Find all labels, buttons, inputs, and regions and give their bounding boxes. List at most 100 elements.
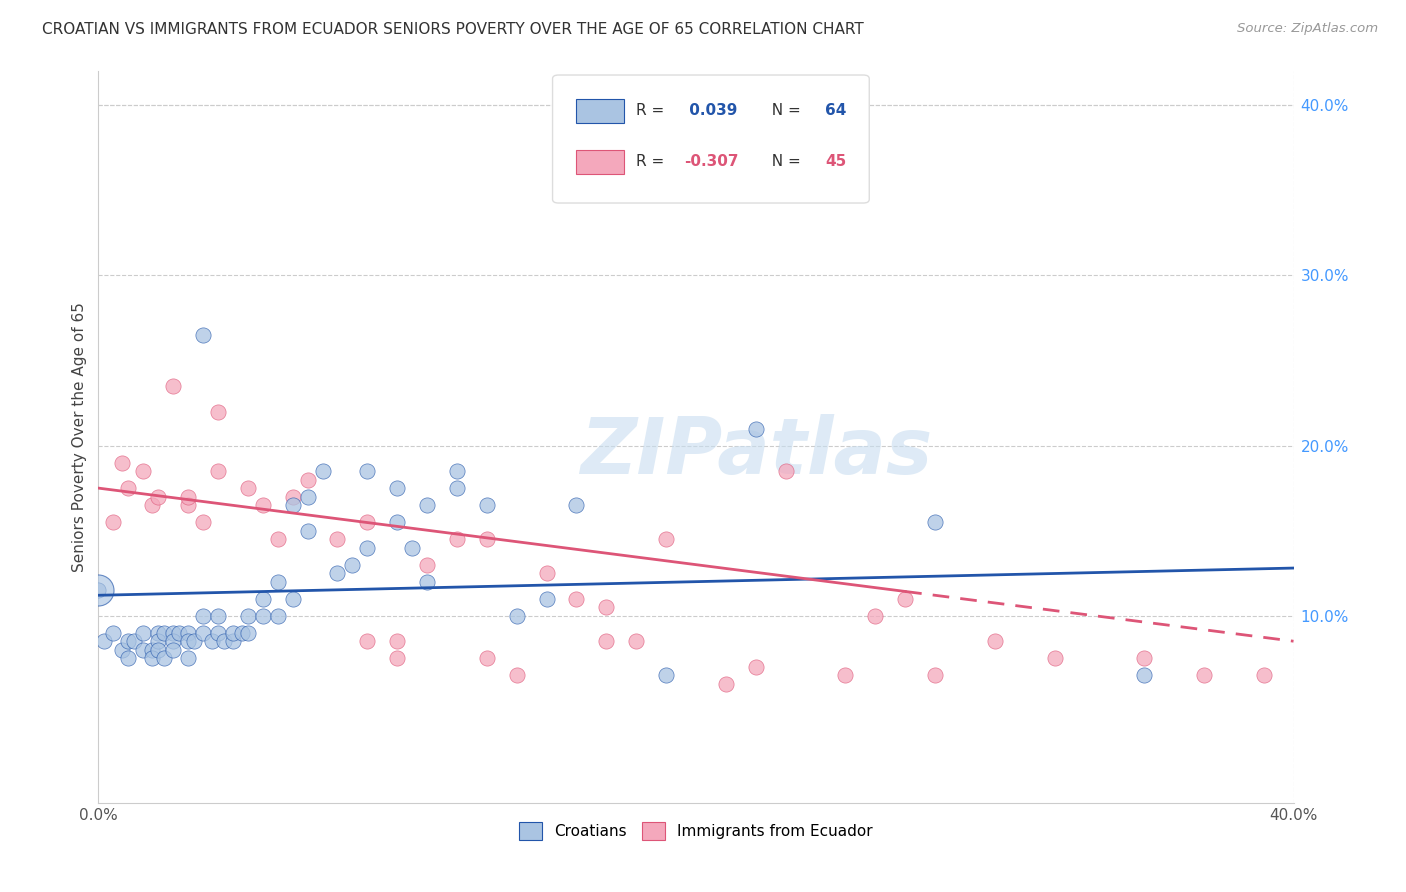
Point (416, 558, 439, 572)
Point (595, 600, 617, 615)
Point (87, 583, 110, 598)
Legend: Croatians, Immigrants from Ecuador: Croatians, Immigrants from Ecuador (513, 815, 879, 847)
Point (207, 625, 229, 640)
Point (132, 642, 155, 657)
Point (267, 608, 290, 623)
Point (297, 473, 319, 487)
Point (103, 625, 125, 640)
Point (506, 668, 529, 682)
Point (236, 481, 259, 495)
Point (281, 490, 304, 504)
Point (167, 625, 190, 640)
Point (356, 541, 378, 555)
Point (385, 515, 409, 529)
Point (834, 668, 856, 682)
Point (565, 498, 588, 512)
Point (281, 591, 304, 606)
Point (745, 659, 768, 673)
Point (326, 532, 349, 546)
Point (162, 634, 184, 648)
Point (252, 498, 274, 512)
Point (326, 566, 349, 581)
Point (177, 625, 200, 640)
Point (162, 379, 184, 393)
Point (385, 634, 409, 648)
Point (117, 481, 139, 495)
Point (111, 642, 134, 657)
Point (231, 625, 253, 640)
Point (416, 574, 439, 589)
Point (148, 634, 170, 648)
Point (252, 608, 274, 623)
Point (1133, 668, 1156, 682)
Point (103, 515, 125, 529)
Point (177, 651, 200, 665)
Point (153, 651, 176, 665)
FancyBboxPatch shape (576, 99, 624, 122)
Point (536, 566, 558, 581)
Point (416, 498, 439, 512)
Point (93, 634, 115, 648)
Point (401, 541, 423, 555)
Point (207, 464, 229, 478)
Point (191, 515, 214, 529)
Text: N =: N = (762, 103, 806, 118)
Point (177, 498, 200, 512)
Point (745, 421, 768, 435)
Point (148, 642, 170, 657)
Point (1192, 668, 1215, 682)
Point (311, 464, 333, 478)
Point (506, 608, 529, 623)
Point (191, 625, 214, 640)
Point (207, 404, 229, 418)
Text: CROATIAN VS IMMIGRANTS FROM ECUADOR SENIORS POVERTY OVER THE AGE OF 65 CORRELATI: CROATIAN VS IMMIGRANTS FROM ECUADOR SENI… (42, 22, 863, 37)
Point (714, 677, 737, 691)
Point (111, 456, 134, 470)
Point (252, 591, 274, 606)
Point (475, 498, 498, 512)
Point (236, 625, 259, 640)
Point (281, 498, 304, 512)
Point (565, 591, 588, 606)
Point (475, 532, 498, 546)
Point (536, 591, 558, 606)
Point (177, 490, 200, 504)
Point (356, 634, 378, 648)
Point (626, 634, 648, 648)
Point (655, 668, 678, 682)
Text: 64: 64 (825, 103, 846, 118)
Point (865, 608, 887, 623)
Point (212, 634, 235, 648)
Point (132, 625, 155, 640)
Point (267, 532, 290, 546)
Point (153, 625, 176, 640)
Point (162, 642, 184, 657)
Point (385, 481, 409, 495)
Y-axis label: Seniors Poverty Over the Age of 65: Seniors Poverty Over the Age of 65 (72, 302, 87, 572)
Point (191, 328, 214, 343)
Point (1043, 651, 1066, 665)
Point (222, 634, 245, 648)
Point (177, 634, 200, 648)
Text: ZIPatlas: ZIPatlas (579, 414, 932, 490)
Point (356, 515, 378, 529)
Point (385, 651, 409, 665)
Text: N =: N = (762, 153, 806, 169)
FancyBboxPatch shape (553, 75, 869, 203)
Point (342, 558, 364, 572)
Point (446, 464, 468, 478)
Point (222, 625, 245, 640)
Text: -0.307: -0.307 (685, 153, 738, 169)
Text: 45: 45 (825, 153, 846, 169)
Point (446, 532, 468, 546)
Point (894, 591, 917, 606)
Point (475, 651, 498, 665)
Point (267, 574, 290, 589)
Point (446, 481, 468, 495)
Point (87, 583, 110, 598)
Text: Source: ZipAtlas.com: Source: ZipAtlas.com (1237, 22, 1378, 36)
Point (984, 634, 1007, 648)
Point (141, 642, 163, 657)
Point (117, 651, 139, 665)
Point (183, 634, 205, 648)
